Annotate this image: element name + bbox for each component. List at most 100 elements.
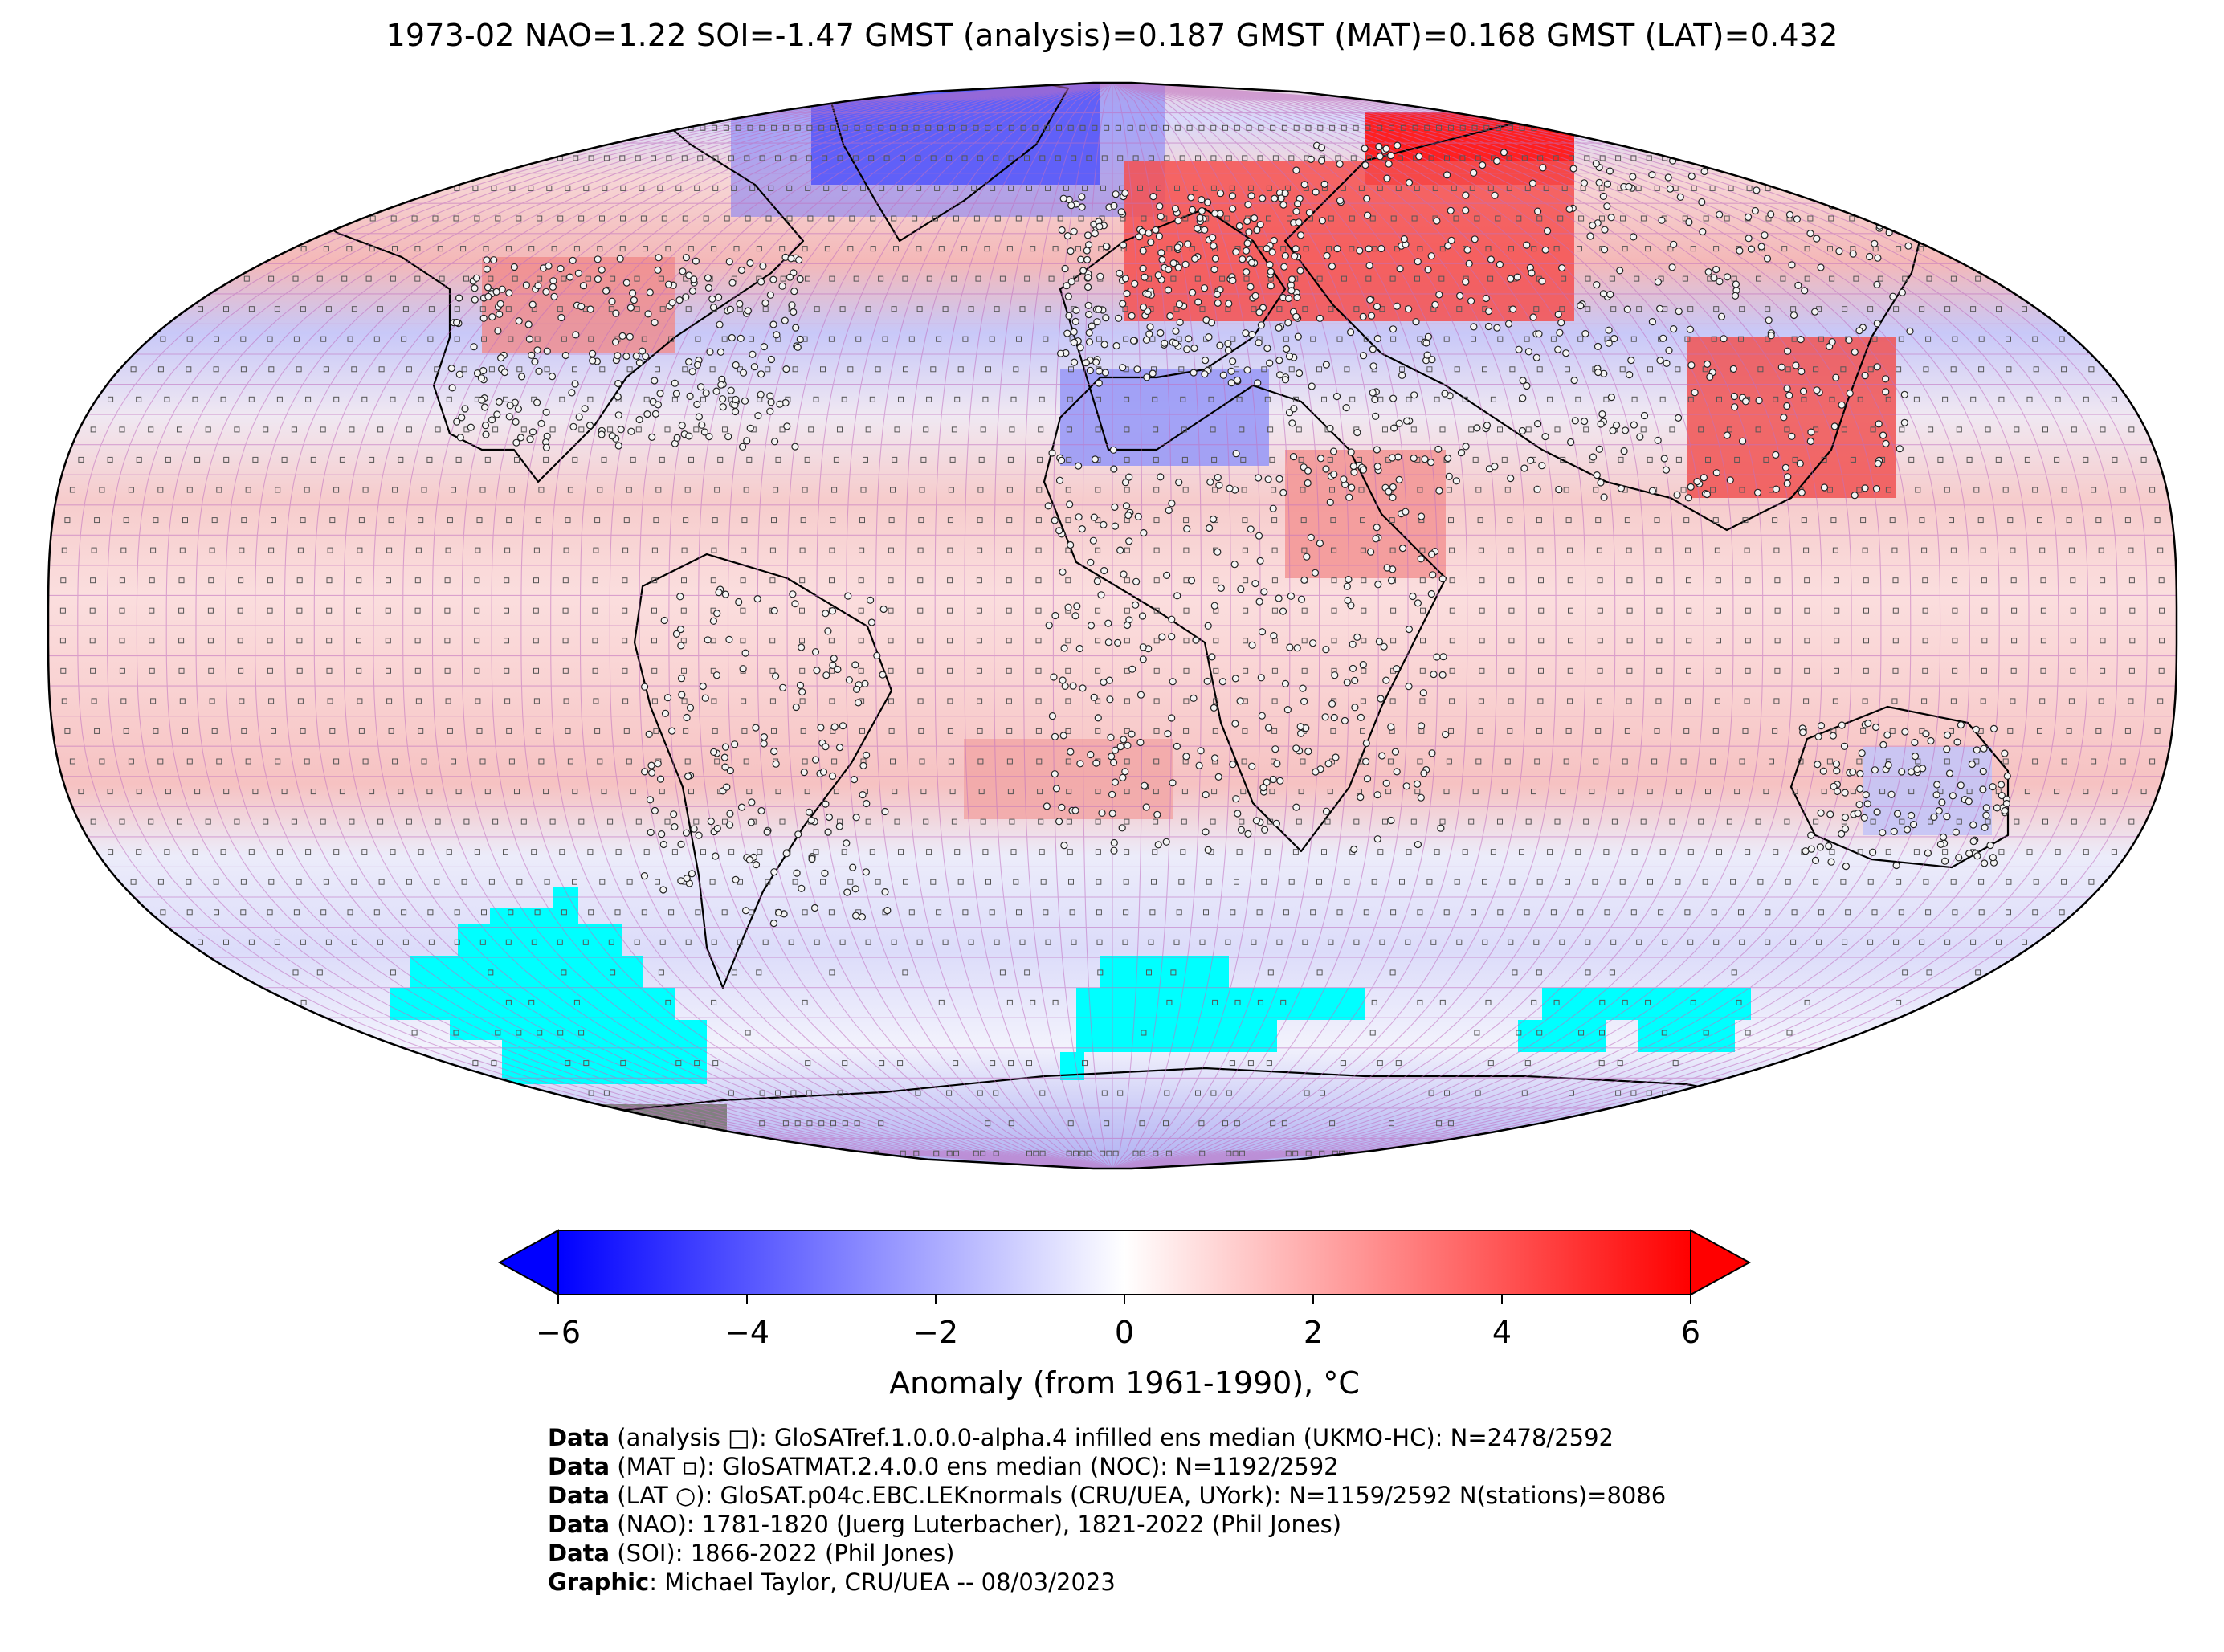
sea-ice-indian [1518,988,1751,1052]
analysis-cell-marker [978,456,985,463]
analysis-cell-marker [717,456,724,463]
analysis-cell-marker [119,607,125,614]
analysis-cell-marker [769,638,776,644]
analysis-cell-marker [1497,426,1503,433]
analysis-cell-marker [916,185,922,191]
grid-lines [48,83,2177,1169]
analysis-cell-marker [2010,547,2016,553]
analysis-cell-marker [1039,396,1045,402]
analysis-cell-marker [2120,487,2126,493]
analysis-cell-marker [1122,306,1128,312]
analysis-cell-marker [790,155,797,161]
analysis-cell-marker [488,275,494,282]
grid-meridian-line [255,83,1097,1169]
analysis-cell-marker [813,396,819,402]
analysis-cell-marker [993,155,999,161]
analysis-cell-marker [475,698,481,704]
analysis-cell-marker [1893,306,1900,312]
analysis-cell-marker [953,215,959,222]
analysis-cell-marker [1300,487,1306,493]
analysis-cell-marker [268,547,275,553]
analysis-cell-marker [89,638,96,644]
analysis-cell-marker [601,456,607,463]
analysis-cell-marker [1246,124,1252,131]
analysis-cell-marker [2128,426,2135,433]
analysis-cell-marker [1276,306,1283,312]
analysis-cell-marker [377,306,383,312]
grid-meridian-line [1120,83,1527,1169]
analysis-cell-marker [504,667,510,674]
analysis-cell-marker [1525,426,1532,433]
analysis-cell-marker [888,638,894,644]
analysis-cell-marker [1280,246,1287,252]
analysis-cell-marker [1008,155,1014,161]
analysis-cell-marker [1531,246,1537,252]
analysis-cell-marker [1068,366,1074,373]
analysis-cell-marker [889,124,896,131]
analysis-cell-marker [1181,456,1188,463]
analysis-cell-marker [782,124,789,131]
analysis-cell-marker [1350,155,1357,161]
analysis-cell-marker [453,215,459,222]
grid-meridian-line [165,83,1096,1169]
analysis-cell-marker [953,185,959,191]
analysis-cell-marker [599,215,605,222]
analysis-cell-marker [2128,667,2135,674]
analysis-cell-marker [1389,124,1394,131]
analysis-cell-marker [1426,366,1433,373]
analysis-cell-marker [561,336,567,342]
analysis-cell-marker [1635,185,1642,191]
analysis-cell-marker [209,547,215,553]
analysis-cell-marker [1585,275,1591,282]
analysis-cell-marker [643,246,648,252]
analysis-cell-marker [805,185,811,191]
analysis-cell-marker [823,185,830,191]
analysis-cell-marker [1659,396,1666,402]
analysis-cell-marker [1153,487,1160,493]
analysis-cell-marker [824,246,830,252]
grid-meridian-line [1130,83,2118,1169]
analysis-cell-marker [1850,456,1856,463]
analysis-cell-marker [1310,336,1316,342]
analysis-cell-marker [1804,667,1810,674]
analysis-cell-marker [378,366,385,373]
analysis-cell-marker [1686,607,1692,614]
analysis-cell-marker [223,456,230,463]
analysis-cell-marker [903,366,908,373]
analysis-cell-marker [537,275,543,282]
analysis-cell-marker [1593,487,1599,493]
analysis-cell-marker [1867,306,1874,312]
analysis-cell-marker [1490,396,1496,402]
analysis-cell-marker [207,607,214,614]
analysis-cell-marker [1075,246,1081,252]
analysis-cell-marker [1067,124,1074,131]
analysis-cell-marker [533,547,540,553]
analysis-cell-marker [1439,426,1446,433]
analysis-cell-marker [1092,124,1098,131]
analysis-cell-marker [799,698,806,704]
analysis-cell-marker [329,517,336,524]
analysis-cell-marker [820,366,826,373]
credit-line: Data (analysis □): GloSATref.1.0.0.0-alp… [548,1423,1666,1452]
analysis-cell-marker [741,698,747,704]
analysis-cell-marker [1807,215,1814,222]
analysis-cell-marker [435,426,441,433]
analysis-cell-marker [1358,487,1365,493]
analysis-cell-marker [267,577,273,584]
analysis-cell-marker [619,246,626,252]
analysis-cell-marker [2061,366,2067,373]
colorbar-label: Anomaly (from 1961-1990), °C [889,1365,1360,1401]
analysis-cell-marker [505,306,512,312]
analysis-cell-marker [1412,124,1418,131]
grid-meridian-line [1126,83,1912,1169]
analysis-cell-marker [1390,607,1397,614]
analysis-cell-marker [883,155,890,161]
analysis-cell-marker [1349,246,1355,252]
analysis-cell-marker [90,426,96,433]
analysis-cell-marker [694,185,700,191]
analysis-cell-marker [388,517,394,524]
analysis-cell-marker [1269,456,1275,463]
analysis-cell-marker [1389,275,1396,282]
analysis-cell-marker [2100,577,2106,584]
analysis-cell-marker [1475,155,1481,161]
